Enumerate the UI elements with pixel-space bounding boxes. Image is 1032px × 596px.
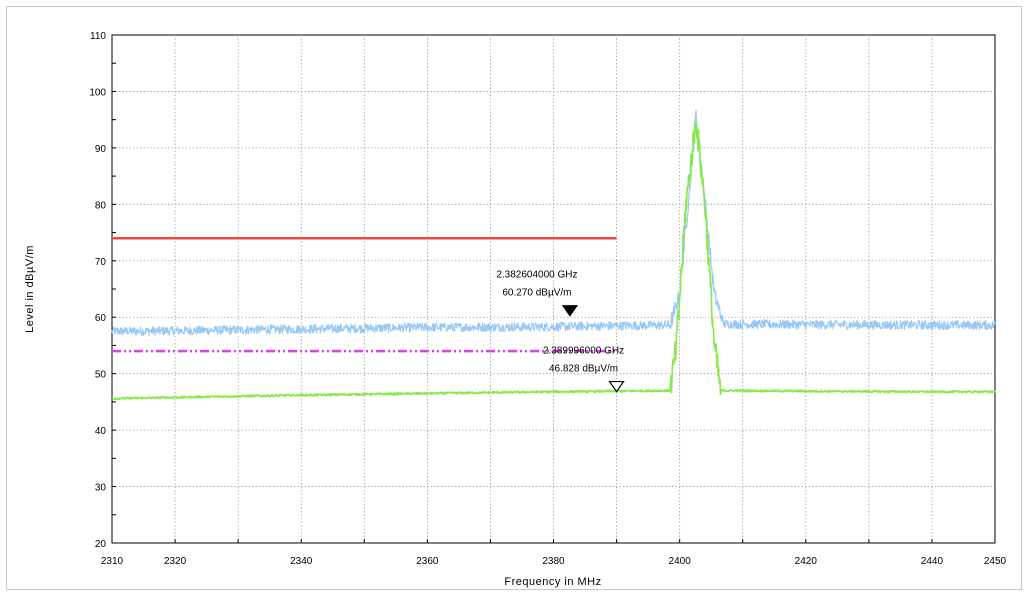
- marker-frequency-label: 2.389996000 GHz: [543, 346, 624, 357]
- marker-frequency-label: 2.382604000 GHz: [496, 270, 577, 281]
- y-tick-label: 90: [95, 144, 107, 155]
- y-tick-label: 30: [95, 483, 107, 494]
- y-tick-label: 110: [90, 31, 106, 42]
- x-tick-label: 2360: [416, 556, 439, 567]
- y-axis-title: Level in dBµV/m: [24, 245, 36, 333]
- x-axis-title: Frequency in MHz: [504, 576, 601, 588]
- x-tick-label: 2420: [795, 556, 818, 567]
- emission-chart: 2310 2320 2340 2360 2380 2400 2420 2440 2450 20 30…: [7, 7, 1023, 591]
- y-tick-label: 50: [95, 370, 107, 381]
- marker-level-label: 60.270 dBµV/m: [502, 288, 571, 299]
- y-tick-label: 20: [95, 539, 107, 550]
- x-tick-label: 2450: [984, 556, 1007, 567]
- x-tick-label: 2340: [290, 556, 313, 567]
- x-tick-label: 2310: [101, 556, 124, 567]
- x-tick-label: 2380: [542, 556, 565, 567]
- x-tick-label: 2440: [921, 556, 944, 567]
- chart-frame: 2310 2320 2340 2360 2380 2400 2420 2440 2450 20 30…: [6, 6, 1022, 590]
- y-tick-label: 40: [95, 426, 107, 437]
- y-tick-label: 80: [95, 200, 107, 211]
- y-tick-label: 70: [95, 257, 107, 268]
- x-tick-label: 2400: [669, 556, 692, 567]
- y-tick-label: 100: [89, 87, 106, 98]
- x-tick-label: 2320: [164, 556, 187, 567]
- y-tick-label: 60: [95, 313, 107, 324]
- marker-level-label: 46.828 dBµV/m: [549, 364, 618, 375]
